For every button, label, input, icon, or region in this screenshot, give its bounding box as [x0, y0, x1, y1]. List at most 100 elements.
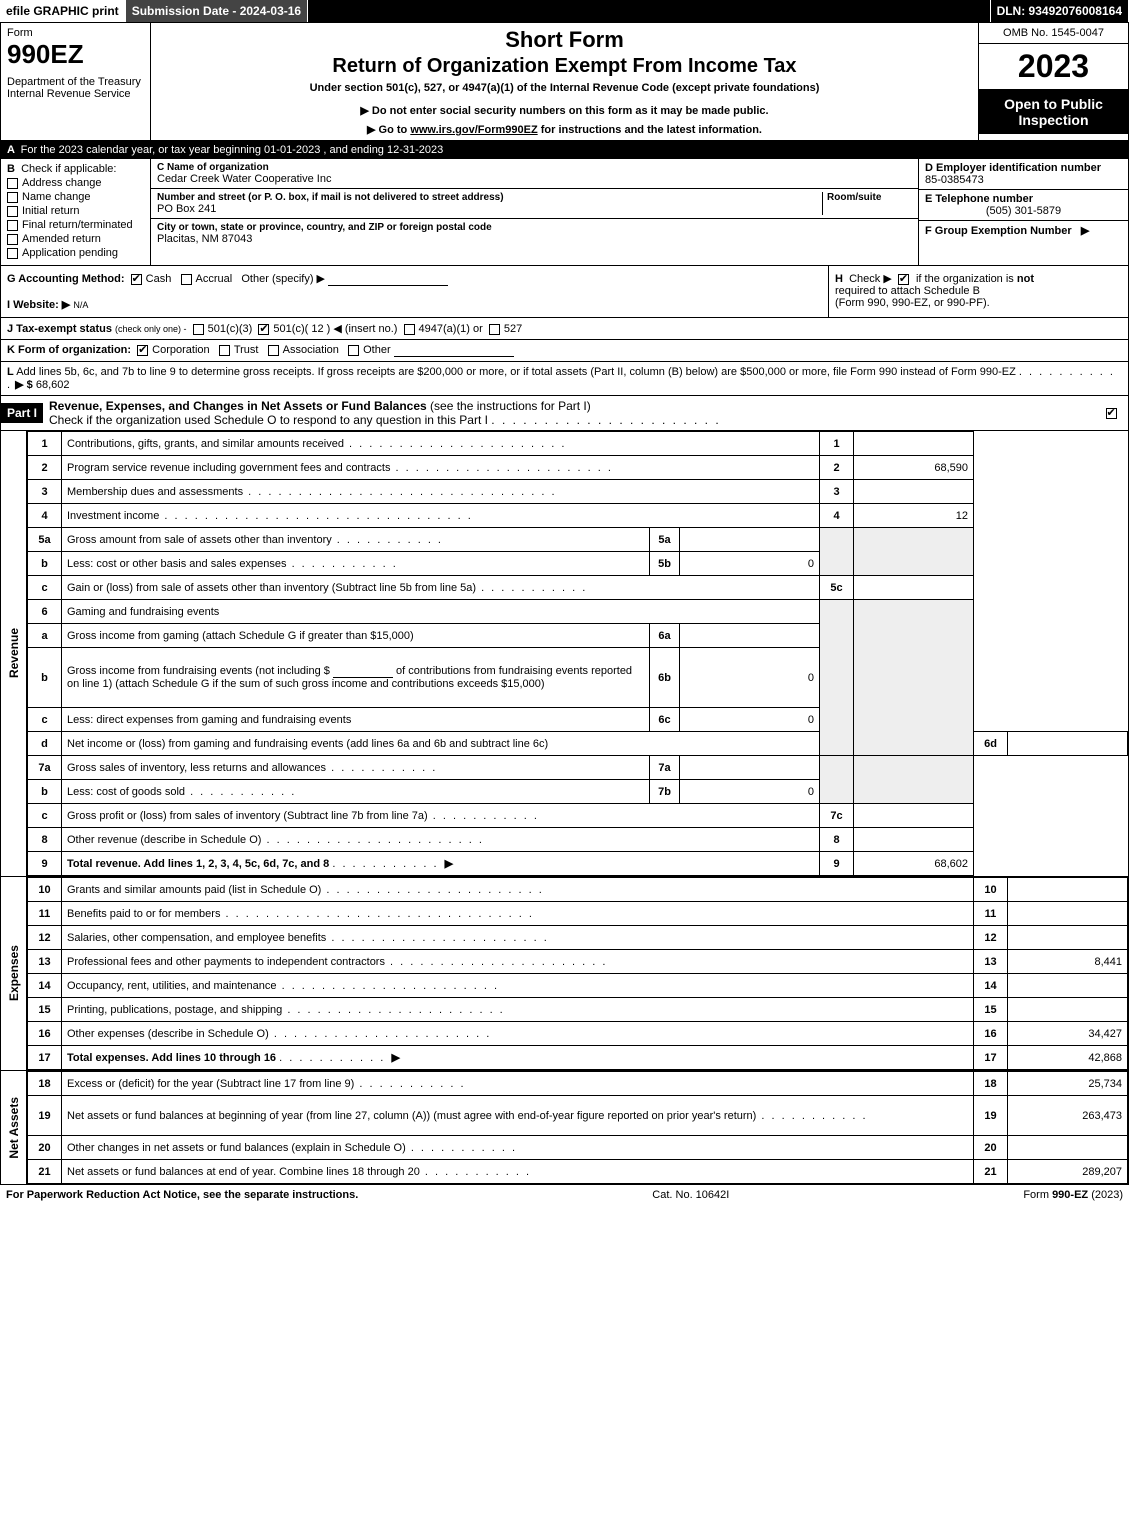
line-amount: [854, 828, 974, 852]
line-colnum: 19: [974, 1096, 1008, 1136]
checkbox-icon[interactable]: [489, 324, 500, 335]
j-row: J Tax-exempt status (check only one) - 5…: [1, 318, 1128, 340]
sub-value: 0: [680, 780, 820, 804]
line-num: 2: [28, 456, 62, 480]
checkbox-icon[interactable]: [7, 234, 18, 245]
h-text4: required to attach Schedule B: [835, 285, 980, 297]
line-desc: Gross income from gaming (attach Schedul…: [62, 624, 650, 648]
section-h: H Check ▶ if the organization is not req…: [828, 266, 1128, 317]
b-label: B: [7, 163, 15, 175]
revenue-table: 1 Contributions, gifts, grants, and simi…: [27, 431, 1128, 876]
page-footer: For Paperwork Reduction Act Notice, see …: [0, 1185, 1129, 1205]
shade-cell: [854, 528, 974, 576]
section-b: B Check if applicable: Address change Na…: [1, 159, 151, 265]
checkbox-icon[interactable]: [131, 274, 142, 285]
open-public-badge: Open to Public Inspection: [979, 90, 1128, 134]
line-21: 21 Net assets or fund balances at end of…: [28, 1160, 1128, 1184]
form-header: Form 990EZ Department of the Treasury In…: [1, 23, 1128, 141]
l-label: L: [7, 366, 14, 378]
checkbox-icon[interactable]: [404, 324, 415, 335]
arrow-icon: ▶: [391, 1052, 399, 1064]
org-city: Placitas, NM 87043: [157, 233, 912, 245]
ein-value: 85-0385473: [925, 174, 984, 186]
b-opt-amended-return[interactable]: Amended return: [7, 233, 144, 245]
line-colnum: 1: [820, 432, 854, 456]
line-num: b: [28, 780, 62, 804]
sub-value: 0: [680, 708, 820, 732]
checkbox-icon[interactable]: [348, 345, 359, 356]
vside-text: Net Assets: [7, 1097, 21, 1159]
line-num: b: [28, 648, 62, 708]
efile-label[interactable]: efile GRAPHIC print: [0, 0, 126, 22]
checkbox-icon[interactable]: [268, 345, 279, 356]
checkbox-icon[interactable]: [137, 345, 148, 356]
irs-link[interactable]: www.irs.gov/Form990EZ: [410, 124, 537, 136]
k-other-input[interactable]: [394, 344, 514, 357]
line-6: 6 Gaming and fundraising events: [28, 600, 1128, 624]
line-colnum: 6d: [974, 732, 1008, 756]
b-opt-initial-return[interactable]: Initial return: [7, 205, 144, 217]
line-desc: Salaries, other compensation, and employ…: [62, 926, 974, 950]
checkbox-icon[interactable]: [193, 324, 204, 335]
line-10: 10 Grants and similar amounts paid (list…: [28, 878, 1128, 902]
line-desc: Contributions, gifts, grants, and simila…: [62, 432, 820, 456]
b-opt-label: Final return/terminated: [22, 219, 133, 231]
contrib-input[interactable]: [333, 665, 393, 678]
b-opt-label: Address change: [22, 177, 102, 189]
line-num: 5a: [28, 528, 62, 552]
part1-header-row: Part I Revenue, Expenses, and Changes in…: [1, 396, 1128, 431]
sub-label: 6c: [650, 708, 680, 732]
line-num: 4: [28, 504, 62, 528]
b-opt-final-return[interactable]: Final return/terminated: [7, 219, 144, 231]
checkbox-icon[interactable]: [258, 324, 269, 335]
line-colnum: 11: [974, 902, 1008, 926]
line-num: 13: [28, 950, 62, 974]
shade-cell: [820, 528, 854, 576]
checkbox-icon[interactable]: [898, 274, 909, 285]
line-amount: 34,427: [1008, 1022, 1128, 1046]
checkbox-icon[interactable]: [7, 220, 18, 231]
checkbox-icon[interactable]: [1106, 408, 1117, 419]
shade-cell: [854, 600, 974, 756]
line-17: 17 Total expenses. Add lines 10 through …: [28, 1046, 1128, 1070]
line-2: 2 Program service revenue including gove…: [28, 456, 1128, 480]
org-name: Cedar Creek Water Cooperative Inc: [157, 173, 912, 185]
line-amount: 289,207: [1008, 1160, 1128, 1184]
line-num: 10: [28, 878, 62, 902]
line-desc: Less: cost or other basis and sales expe…: [62, 552, 650, 576]
expenses-section: Expenses 10 Grants and similar amounts p…: [1, 877, 1128, 1071]
dots: [279, 1052, 385, 1064]
line-colnum: 5c: [820, 576, 854, 600]
line-desc: Gross sales of inventory, less returns a…: [62, 756, 650, 780]
line-18: 18 Excess or (deficit) for the year (Sub…: [28, 1072, 1128, 1096]
k-row: K Form of organization: Corporation Trus…: [1, 340, 1128, 362]
form-subtitle: Under section 501(c), 527, or 4947(a)(1)…: [159, 82, 970, 94]
j-label: J Tax-exempt status: [7, 323, 112, 335]
checkbox-icon[interactable]: [7, 192, 18, 203]
sub-label: 6a: [650, 624, 680, 648]
line-num: 16: [28, 1022, 62, 1046]
checkbox-icon[interactable]: [219, 345, 230, 356]
line-colnum: 3: [820, 480, 854, 504]
b-opt-address-change[interactable]: Address change: [7, 177, 144, 189]
line-colnum: 2: [820, 456, 854, 480]
checkbox-icon[interactable]: [7, 248, 18, 259]
i-label: I Website: ▶: [7, 299, 70, 311]
g-other-input[interactable]: [328, 273, 448, 286]
c-city-row: City or town, state or province, country…: [151, 219, 918, 248]
checkbox-icon[interactable]: [7, 178, 18, 189]
checkbox-icon[interactable]: [181, 274, 192, 285]
part1-title: Revenue, Expenses, and Changes in Net As…: [43, 396, 1098, 430]
line-5c: c Gain or (loss) from sale of assets oth…: [28, 576, 1128, 600]
c-city-label: City or town, state or province, country…: [157, 222, 912, 233]
b-opt-application-pending[interactable]: Application pending: [7, 247, 144, 259]
j-opt-3: 4947(a)(1) or: [419, 323, 483, 335]
line-colnum: 16: [974, 1022, 1008, 1046]
omb-label: OMB No. 1545-0047: [979, 23, 1128, 44]
checkbox-icon[interactable]: [7, 206, 18, 217]
i-row: I Website: ▶ N/A: [7, 298, 822, 311]
line-amount: [1008, 732, 1128, 756]
b-opt-name-change[interactable]: Name change: [7, 191, 144, 203]
g-label: G Accounting Method:: [7, 273, 125, 285]
line-num: 20: [28, 1136, 62, 1160]
